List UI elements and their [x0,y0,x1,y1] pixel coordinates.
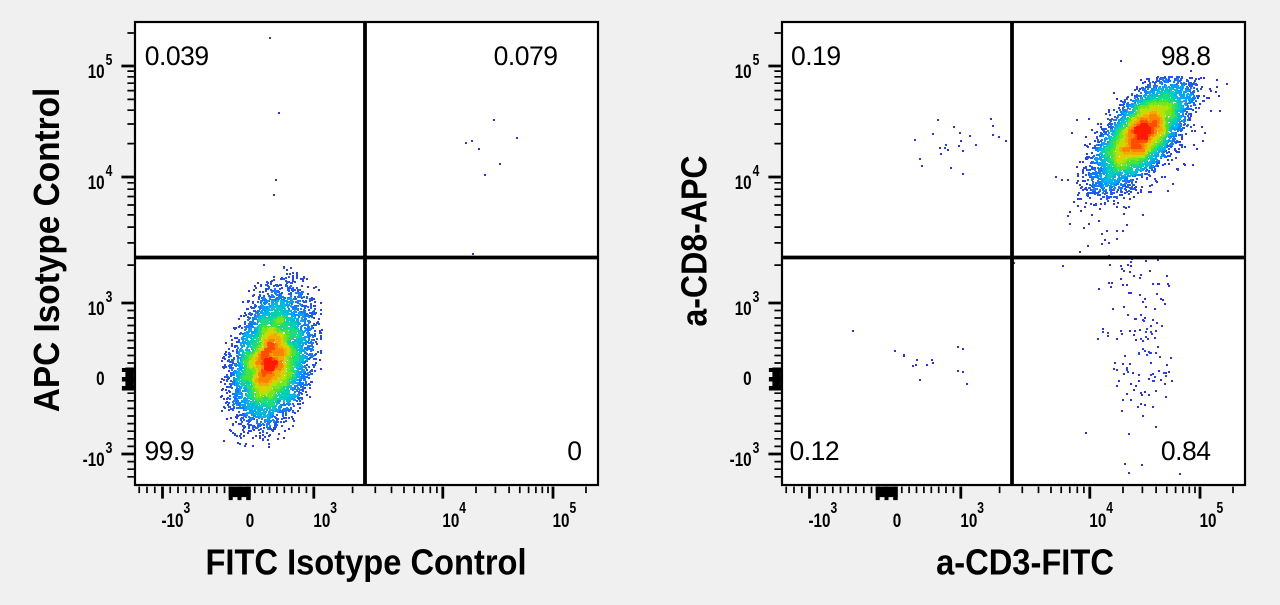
svg-text:3: 3 [753,439,760,457]
svg-text:FITC Isotype Control: FITC Isotype Control [205,543,526,583]
svg-text:99.9: 99.9 [145,436,195,466]
svg-text:0: 0 [246,509,254,531]
svg-text:0: 0 [893,509,901,531]
svg-text:3: 3 [106,439,113,457]
svg-text:10: 10 [88,60,105,82]
svg-text:APC Isotype Control: APC Isotype Control [27,88,68,413]
svg-text:-10: -10 [83,448,105,470]
svg-text:0.19: 0.19 [791,41,841,71]
svg-text:0: 0 [96,367,104,389]
svg-text:10: 10 [88,171,105,193]
svg-text:10: 10 [735,297,752,319]
svg-text:0.12: 0.12 [790,436,840,466]
svg-text:10: 10 [735,60,752,82]
svg-text:a-CD8-APC: a-CD8-APC [675,155,715,326]
svg-text:3: 3 [106,288,113,306]
svg-text:5: 5 [106,51,113,69]
svg-text:0: 0 [743,367,751,389]
svg-text:5: 5 [753,51,760,69]
svg-text:10: 10 [735,171,752,193]
svg-text:0.079: 0.079 [494,41,558,71]
svg-text:4: 4 [106,162,113,180]
svg-text:0.039: 0.039 [145,41,209,71]
svg-text:0: 0 [567,436,581,466]
svg-text:10: 10 [88,297,105,319]
svg-text:3: 3 [753,288,760,306]
svg-text:4: 4 [753,162,760,180]
svg-text:a-CD3-FITC: a-CD3-FITC [936,543,1114,583]
svg-text:0.84: 0.84 [1161,436,1211,466]
svg-text:98.8: 98.8 [1161,41,1211,71]
svg-text:-10: -10 [730,448,752,470]
